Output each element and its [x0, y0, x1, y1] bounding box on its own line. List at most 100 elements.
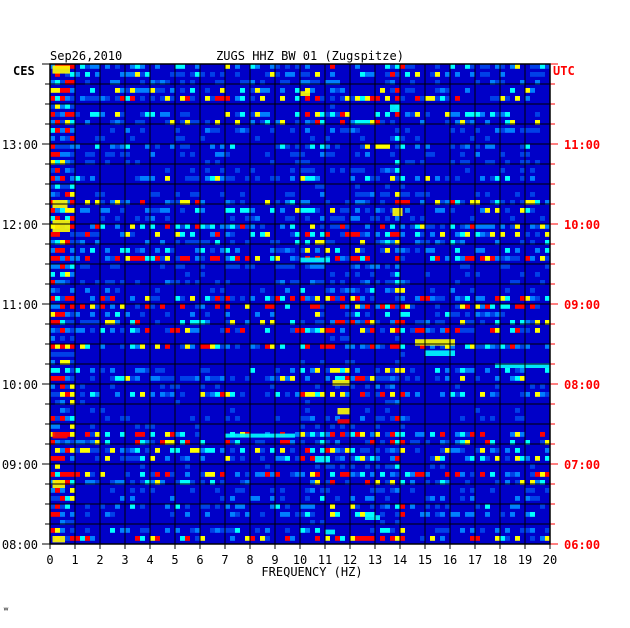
- spectral-cell: [455, 176, 460, 181]
- spectral-cell: [385, 504, 390, 509]
- spectral-cell: [135, 448, 140, 453]
- spectral-cell: [500, 64, 505, 69]
- spectral-cell: [485, 64, 490, 69]
- spectral-cell: [290, 536, 295, 541]
- spectral-cell: [220, 96, 225, 101]
- spectral-cell: [55, 144, 60, 149]
- spectral-cell: [305, 448, 310, 453]
- spectral-cell: [90, 88, 95, 93]
- spectral-cell: [360, 432, 365, 437]
- spectral-cell: [200, 392, 205, 397]
- spectral-cell: [85, 232, 90, 237]
- spectral-cell: [495, 296, 500, 301]
- spectral-cell: [125, 152, 130, 157]
- spectral-cell: [390, 480, 395, 485]
- spectral-cell: [515, 328, 520, 333]
- spectral-cell: [500, 536, 505, 541]
- spectral-cell: [50, 112, 55, 117]
- spectral-cell: [325, 464, 330, 469]
- spectral-cell: [425, 440, 430, 445]
- spectral-cell: [520, 176, 525, 181]
- spectral-cell: [235, 224, 240, 229]
- spectral-cell: [110, 384, 115, 389]
- spectral-cell: [545, 392, 550, 397]
- spectral-cell: [55, 328, 60, 333]
- spectral-cell: [70, 88, 75, 93]
- spectral-cell: [190, 480, 195, 485]
- spectral-cell: [515, 192, 520, 197]
- spectral-cell: [100, 328, 105, 333]
- spectral-cell: [290, 224, 295, 229]
- spectral-cell: [80, 248, 85, 253]
- hot-spot: [300, 91, 310, 96]
- spectral-cell: [70, 120, 75, 125]
- spectral-cell: [275, 296, 280, 301]
- spectral-cell: [325, 152, 330, 157]
- spectral-cell: [175, 384, 180, 389]
- spectral-cell: [505, 256, 510, 261]
- spectral-cell: [345, 336, 350, 341]
- spectral-cell: [365, 456, 370, 461]
- spectral-cell: [530, 208, 535, 213]
- spectral-cell: [490, 96, 495, 101]
- spectral-cell: [125, 256, 130, 261]
- spectral-cell: [450, 344, 455, 349]
- spectral-cell: [465, 368, 470, 373]
- spectral-cell: [220, 472, 225, 477]
- spectral-cell: [270, 448, 275, 453]
- spectral-cell: [210, 256, 215, 261]
- spectral-cell: [445, 368, 450, 373]
- x-tick-label: 1: [71, 553, 78, 567]
- spectral-cell: [80, 536, 85, 541]
- spectral-cell: [385, 408, 390, 413]
- spectral-cell: [70, 520, 75, 525]
- spectral-cell: [390, 432, 395, 437]
- spectral-cell: [375, 464, 380, 469]
- spectral-cell: [165, 440, 170, 445]
- spectral-cell: [405, 280, 410, 285]
- spectral-cell: [225, 208, 230, 213]
- spectral-cell: [50, 288, 55, 293]
- hot-spot: [52, 65, 70, 74]
- spectral-cell: [50, 488, 55, 493]
- spectral-cell: [135, 440, 140, 445]
- spectral-cell: [205, 504, 210, 509]
- spectral-cell: [90, 296, 95, 301]
- spectral-cell: [370, 192, 375, 197]
- spectral-cell: [320, 360, 325, 365]
- x-tick-label: 0: [46, 553, 53, 567]
- spectral-cell: [285, 144, 290, 149]
- spectral-cell: [295, 160, 300, 165]
- spectral-cell: [50, 504, 55, 509]
- spectral-cell: [310, 208, 315, 213]
- spectral-cell: [145, 176, 150, 181]
- spectral-cell: [235, 96, 240, 101]
- spectral-cell: [55, 248, 60, 253]
- right-time-label: 09:00: [564, 298, 600, 312]
- spectral-cell: [270, 176, 275, 181]
- spectral-cell: [110, 376, 115, 381]
- spectral-cell: [205, 392, 210, 397]
- spectral-cell: [65, 368, 70, 373]
- spectral-cell: [480, 392, 485, 397]
- spectral-cell: [440, 328, 445, 333]
- hot-spot: [300, 257, 330, 263]
- spectral-cell: [70, 440, 75, 445]
- left-time-label: 08:00: [2, 538, 38, 552]
- spectral-cell: [285, 288, 290, 293]
- left-time-label: 11:00: [2, 298, 38, 312]
- x-tick-label: 2: [96, 553, 103, 567]
- spectral-cell: [345, 392, 350, 397]
- spectral-cell: [355, 184, 360, 189]
- spectral-cell: [55, 128, 60, 133]
- spectral-cell: [150, 88, 155, 93]
- spectral-cell: [315, 424, 320, 429]
- spectral-cell: [160, 480, 165, 485]
- spectral-cell: [530, 304, 535, 309]
- spectral-cell: [140, 528, 145, 533]
- spectral-cell: [170, 432, 175, 437]
- spectral-cell: [290, 248, 295, 253]
- spectral-cell: [505, 456, 510, 461]
- spectral-cell: [105, 448, 110, 453]
- spectral-cell: [395, 504, 400, 509]
